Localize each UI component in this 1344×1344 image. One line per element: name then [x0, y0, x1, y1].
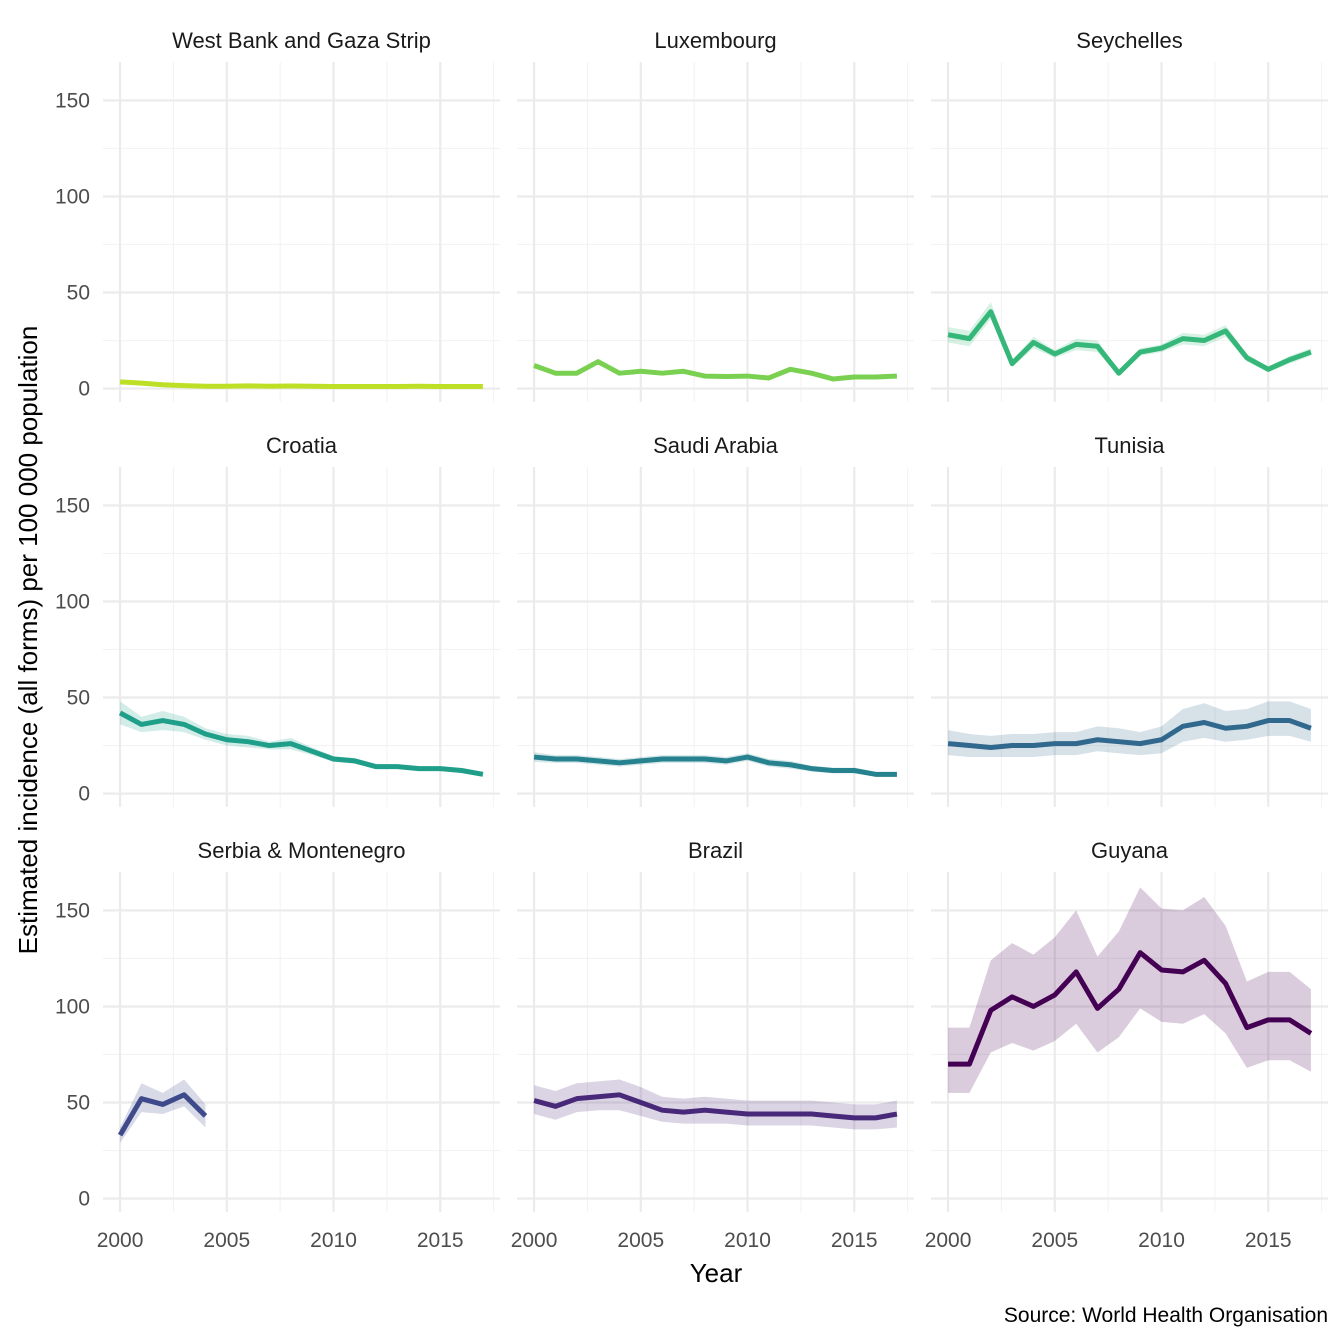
confidence-band — [534, 752, 897, 777]
y-tick-label: 50 — [67, 282, 90, 305]
panel-brazil: Brazil 2000 2005 2010 2015 — [511, 838, 914, 1252]
x-tick-label: 2010 — [310, 1229, 357, 1252]
confidence-band — [948, 887, 1311, 1093]
y-tick-label: 100 — [55, 185, 90, 208]
x-tick-label: 2005 — [1031, 1229, 1078, 1252]
series-line — [533, 754, 897, 777]
facet-strip-label: Luxembourg — [654, 28, 776, 53]
facet-strip-label: West Bank and Gaza Strip — [172, 28, 431, 53]
panel-guyana: Guyana 2000 2005 2010 2015 — [925, 838, 1328, 1252]
y-tick-label: 50 — [67, 687, 90, 710]
y-tick-label: 100 — [55, 590, 90, 613]
series-line — [117, 1092, 208, 1137]
x-axis-title: Year — [690, 1258, 743, 1288]
panel-saudi-arabia: Saudi Arabia — [517, 433, 914, 807]
x-tick-label: 2005 — [617, 1229, 664, 1252]
x-tick-label: 2000 — [511, 1229, 558, 1252]
series-line — [118, 710, 484, 777]
series-line — [947, 309, 1312, 376]
panel-serbia-montenegro: Serbia & Montenegro 0 50 100 150 2000 2005 2010… — [55, 838, 500, 1252]
x-tick-label: 2015 — [1245, 1229, 1292, 1252]
series-line — [948, 950, 1313, 1067]
facet-strip-label: Brazil — [688, 838, 743, 863]
facet-strip-label: Serbia & Montenegro — [198, 838, 406, 863]
series-line — [947, 718, 1312, 750]
panel-tunisia: Tunisia — [931, 433, 1328, 807]
series-line — [119, 379, 483, 389]
facet-strip-label: Saudi Arabia — [653, 433, 779, 458]
panel-west-bank-and-gaza-strip: West Bank and Gaza Strip 0 50 100 150 — [55, 28, 500, 402]
panel-seychelles: Seychelles — [931, 28, 1328, 402]
x-tick-label: 2005 — [203, 1229, 250, 1252]
x-tick-label: 2015 — [417, 1229, 464, 1252]
series-line — [533, 359, 898, 382]
y-tick-label: 0 — [78, 783, 90, 806]
x-tick-label: 2000 — [97, 1229, 144, 1252]
y-tick-label: 0 — [78, 1188, 90, 1211]
x-tick-label: 2015 — [831, 1229, 878, 1252]
series-line — [533, 1092, 898, 1121]
panel-luxembourg: Luxembourg — [517, 28, 914, 402]
facet-strip-label: Guyana — [1091, 838, 1169, 863]
confidence-band — [120, 701, 483, 777]
y-tick-label: 0 — [78, 378, 90, 401]
x-tick-label: 2010 — [1138, 1229, 1185, 1252]
facet-strip-label: Croatia — [266, 433, 338, 458]
x-tick-label: 2010 — [724, 1229, 771, 1252]
y-tick-label: 50 — [67, 1092, 90, 1115]
facet-strip-label: Seychelles — [1076, 28, 1182, 53]
panel-croatia: Croatia 0 50 100 150 — [55, 433, 500, 807]
confidence-band — [534, 1079, 897, 1130]
y-tick-label: 150 — [55, 89, 90, 112]
y-tick-label: 150 — [55, 494, 90, 517]
y-axis-title: Estimated incidence (all forms) per 100 … — [13, 326, 43, 955]
y-tick-label: 100 — [55, 995, 90, 1018]
facet-strip-label: Tunisia — [1094, 433, 1165, 458]
y-tick-label: 150 — [55, 899, 90, 922]
source-caption: Source: World Health Organisation — [1004, 1304, 1328, 1327]
x-tick-label: 2000 — [925, 1229, 972, 1252]
